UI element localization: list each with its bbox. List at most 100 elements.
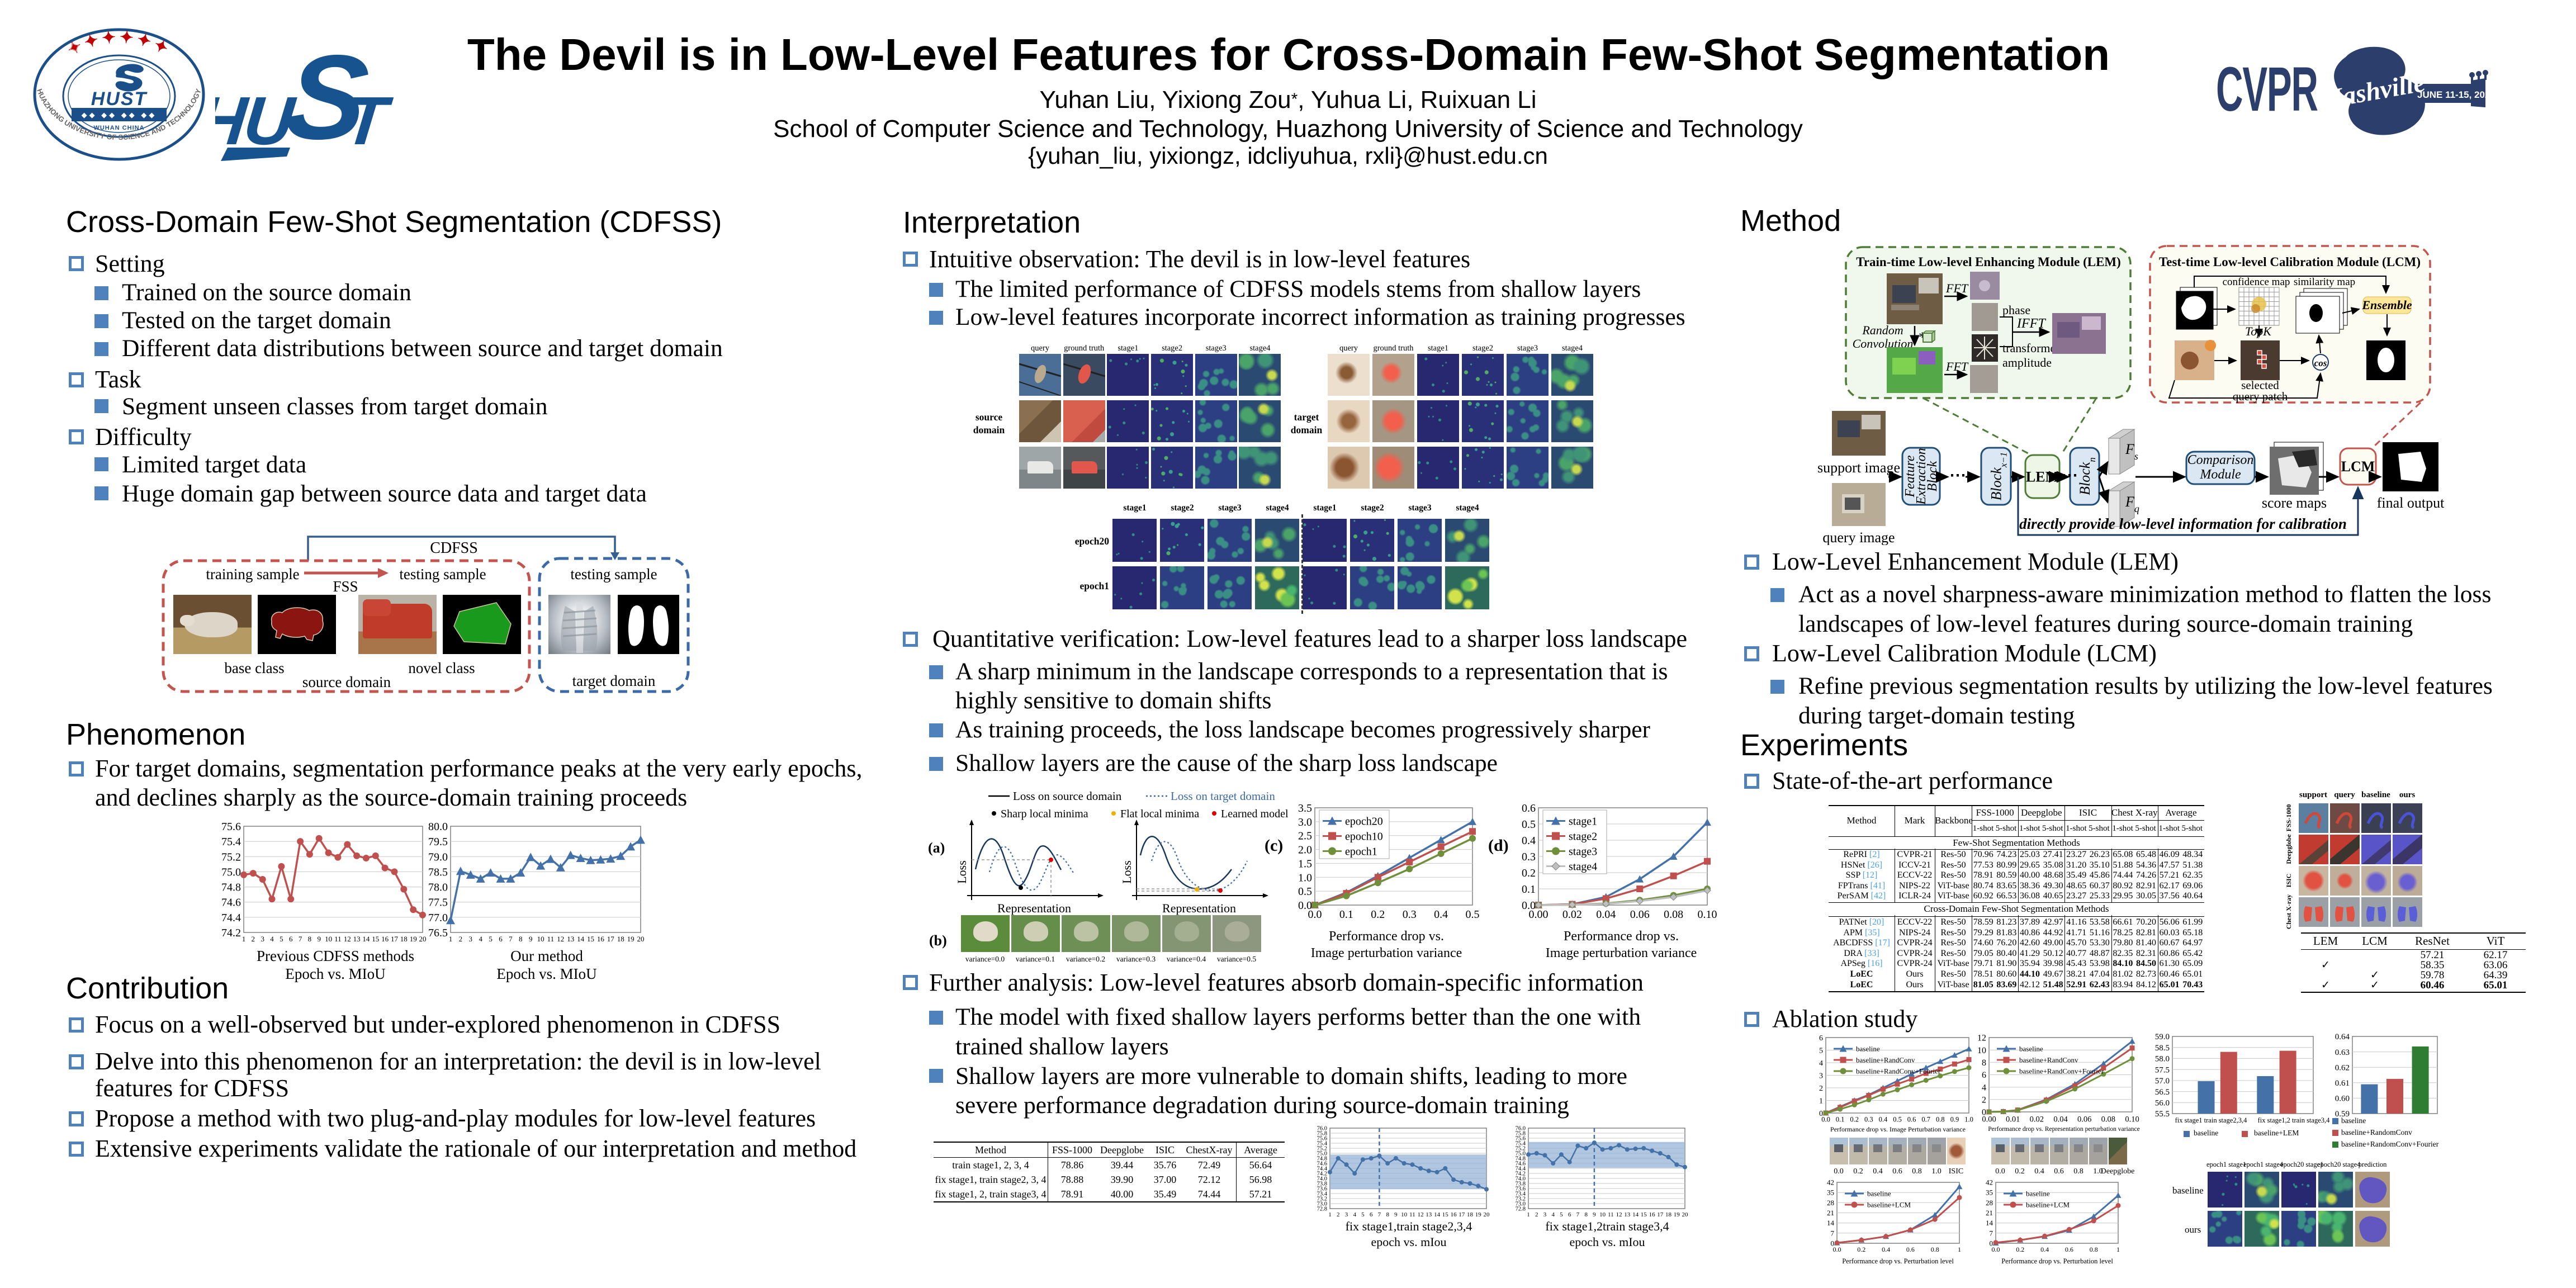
svg-text:3: 3 — [1543, 1211, 1547, 1218]
svg-text:7: 7 — [509, 935, 513, 943]
svg-text:0.5: 0.5 — [1466, 908, 1480, 921]
svg-text:epoch10: epoch10 — [1345, 831, 1383, 843]
svg-text:75.6: 75.6 — [221, 821, 241, 833]
svg-text:amplitude: amplitude — [2002, 356, 2052, 370]
svg-text:11: 11 — [1409, 1211, 1415, 1218]
svg-text:74.8: 74.8 — [1516, 1156, 1526, 1162]
svg-text:14: 14 — [1434, 1211, 1441, 1218]
svg-text:JUNE 11-15, 2025: JUNE 11-15, 2025 — [2417, 89, 2496, 100]
svg-text:17: 17 — [1459, 1211, 1465, 1218]
svg-text:score maps: score maps — [2262, 495, 2327, 511]
svg-text:19: 19 — [1674, 1211, 1680, 1218]
svg-text:Representation: Representation — [1162, 901, 1236, 915]
svg-text:stage4: stage4 — [1569, 861, 1597, 873]
svg-text:76.0: 76.0 — [1317, 1126, 1327, 1132]
svg-text:Loss on source domain: Loss on source domain — [1013, 789, 1122, 803]
svg-text:Sharp local minima: Sharp local minima — [1001, 808, 1088, 820]
svg-text:42: 42 — [1827, 1178, 1834, 1187]
svg-text:0.08: 0.08 — [1664, 908, 1683, 921]
svg-text:15: 15 — [1641, 1211, 1647, 1218]
svg-text:4: 4 — [270, 935, 274, 943]
svg-text:IFFT: IFFT — [2016, 316, 2046, 331]
svg-text:0.3: 0.3 — [1522, 851, 1536, 863]
svg-text:similarity map: similarity map — [2294, 276, 2355, 288]
svg-text:Learned model: Learned model — [1221, 808, 1289, 820]
svg-text:14: 14 — [1827, 1219, 1835, 1227]
svg-text:query patch: query patch — [2233, 390, 2288, 403]
svg-text:17: 17 — [607, 935, 615, 943]
svg-text:baseline: baseline — [2026, 1190, 2050, 1198]
svg-text:0.6: 0.6 — [2065, 1246, 2073, 1253]
svg-text:2.5: 2.5 — [1298, 830, 1312, 842]
svg-text:5: 5 — [489, 935, 493, 943]
svg-text:20: 20 — [419, 935, 427, 943]
svg-text:Extraction: Extraction — [1914, 448, 1929, 505]
svg-text:13: 13 — [353, 935, 361, 943]
svg-text:ISIC: ISIC — [2285, 874, 2293, 888]
svg-text:(a): (a) — [928, 840, 945, 856]
svg-text:6: 6 — [1819, 1034, 1823, 1043]
svg-text:76.5: 76.5 — [428, 927, 448, 939]
svg-text:0.02: 0.02 — [1562, 908, 1582, 921]
svg-text:Test-time Low-level Calibratio: Test-time Low-level Calibration Module (… — [2159, 255, 2421, 269]
svg-text:0.4: 0.4 — [1434, 908, 1448, 921]
svg-text:15: 15 — [1442, 1211, 1449, 1218]
svg-text:0.6: 0.6 — [1907, 1116, 1916, 1124]
svg-text:cos: cos — [2314, 358, 2327, 368]
svg-text:3.5: 3.5 — [1298, 802, 1312, 815]
svg-text:stage1: stage1 — [1569, 816, 1597, 828]
svg-text:74.2: 74.2 — [1516, 1171, 1526, 1177]
svg-text:0: 0 — [1990, 1239, 1993, 1248]
svg-text:Comparison: Comparison — [2187, 453, 2254, 467]
svg-text:79.0: 79.0 — [428, 851, 448, 863]
svg-text:58.5: 58.5 — [2155, 1044, 2170, 1053]
svg-text:75.4: 75.4 — [221, 836, 241, 848]
svg-text:baseline+RandConv: baseline+RandConv — [1856, 1056, 1915, 1064]
svg-text:9: 9 — [1593, 1211, 1596, 1218]
svg-text:2: 2 — [1982, 1095, 1986, 1105]
svg-text:74.4: 74.4 — [1516, 1166, 1526, 1172]
svg-text:Block: Block — [1925, 461, 1940, 491]
svg-text:0.2: 0.2 — [1522, 867, 1536, 879]
svg-text:3: 3 — [1345, 1211, 1348, 1218]
svg-text:Feature: Feature — [1903, 455, 1917, 498]
svg-text:74.8: 74.8 — [221, 882, 241, 894]
svg-text:74.4: 74.4 — [221, 912, 241, 924]
svg-text:0.06: 0.06 — [1630, 908, 1650, 921]
svg-text:2: 2 — [459, 935, 463, 943]
svg-text:4: 4 — [1819, 1059, 1823, 1068]
svg-text:0.59: 0.59 — [2335, 1110, 2350, 1117]
svg-text:57.5: 57.5 — [2155, 1066, 2170, 1074]
svg-text:HUST: HUST — [91, 88, 148, 110]
svg-text:5: 5 — [1361, 1211, 1365, 1218]
svg-text:6: 6 — [1568, 1211, 1571, 1218]
svg-text:74.4: 74.4 — [1317, 1166, 1328, 1172]
svg-text:73.4: 73.4 — [1317, 1191, 1328, 1197]
svg-text:11: 11 — [1608, 1211, 1614, 1218]
svg-text:78.0: 78.0 — [428, 882, 448, 894]
svg-text:19: 19 — [627, 935, 634, 943]
svg-text:14: 14 — [1632, 1211, 1639, 1218]
svg-text:2: 2 — [1337, 1211, 1340, 1218]
svg-text:28: 28 — [1827, 1199, 1834, 1207]
svg-text:2: 2 — [252, 935, 255, 943]
svg-text:75.4: 75.4 — [1317, 1141, 1328, 1147]
svg-text:15: 15 — [372, 935, 379, 943]
svg-text:6: 6 — [1982, 1071, 1986, 1080]
svg-text:directly provide low-level inf: directly provide low-level information f… — [2019, 515, 2347, 532]
svg-text:4: 4 — [479, 935, 482, 943]
svg-text:0.7: 0.7 — [1921, 1116, 1930, 1124]
svg-text:13: 13 — [1624, 1211, 1631, 1218]
svg-text:0.60: 0.60 — [2335, 1095, 2350, 1104]
svg-text:13: 13 — [567, 935, 574, 943]
svg-text:HU: HU — [215, 82, 299, 159]
svg-text:74.8: 74.8 — [1317, 1156, 1327, 1162]
svg-text:17: 17 — [1657, 1211, 1664, 1218]
svg-text:baseline+LCM: baseline+LCM — [1867, 1201, 1911, 1209]
svg-text:74.0: 74.0 — [1516, 1176, 1526, 1182]
svg-text:6: 6 — [499, 935, 503, 943]
svg-text:0.4: 0.4 — [1882, 1246, 1890, 1253]
svg-text:15: 15 — [587, 935, 594, 943]
svg-text:16: 16 — [1649, 1211, 1656, 1218]
svg-text:9: 9 — [529, 935, 533, 943]
